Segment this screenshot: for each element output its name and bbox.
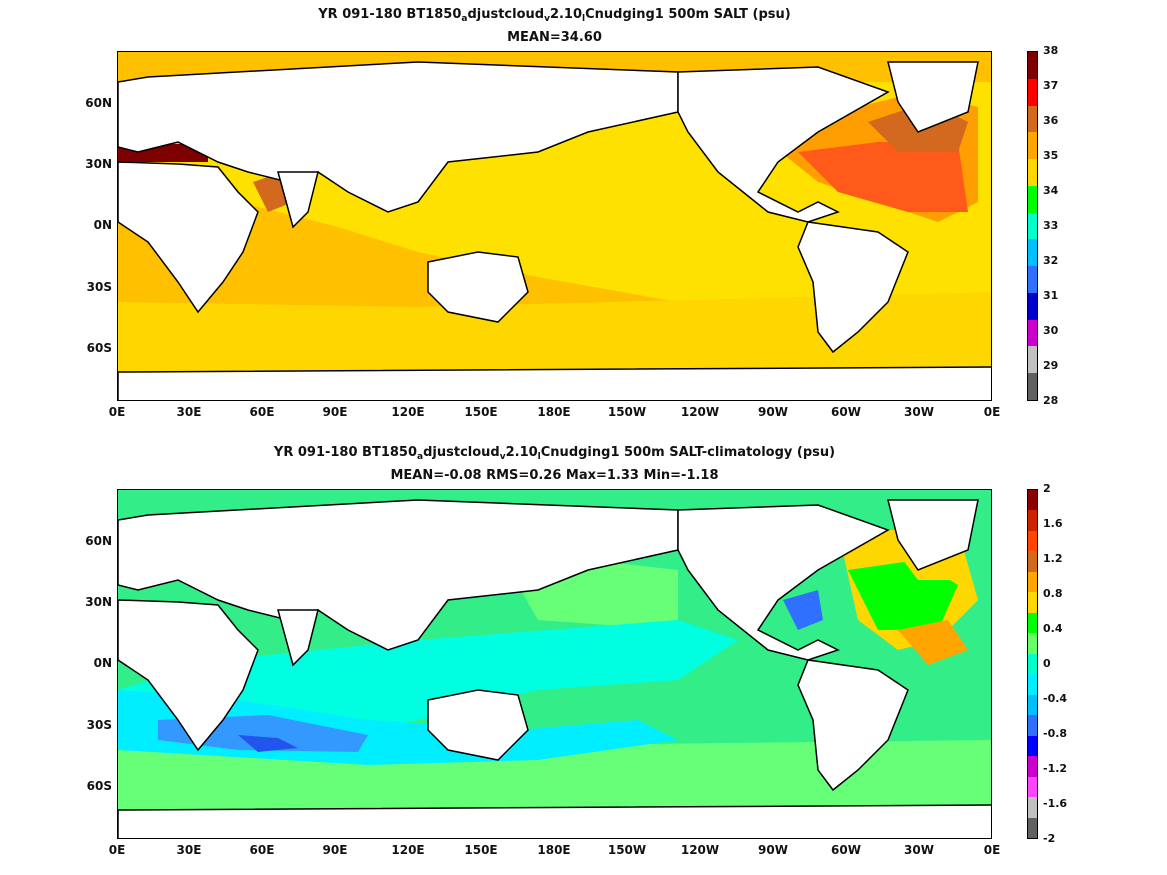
colorbar-segment: [1028, 212, 1037, 240]
lon-label: 180E: [537, 405, 571, 419]
lon-label: 90E: [322, 843, 348, 857]
colorbar-segment: [1028, 266, 1037, 293]
colorbar-segment: [1028, 373, 1037, 400]
colorbar-label: 38: [1043, 44, 1059, 57]
colorbar-segment: [1028, 551, 1037, 572]
colorbar-segment: [1028, 674, 1037, 695]
colorbar-segment: [1028, 78, 1037, 106]
colorbar-salinity: [1027, 51, 1038, 401]
lon-label: 60W: [831, 405, 861, 419]
lon-label: 30E: [176, 843, 202, 857]
colorbar-label: 0: [1043, 657, 1051, 670]
colorbar-segment: [1028, 52, 1037, 79]
lon-label: 30W: [904, 843, 934, 857]
colorbar-label: 0.8: [1043, 587, 1063, 600]
colorbar-segment: [1028, 715, 1037, 736]
lon-label: 90E: [322, 405, 348, 419]
lon-label: 60W: [831, 843, 861, 857]
salinity-map: [117, 51, 992, 401]
lon-label: 150W: [607, 405, 647, 419]
colorbar-segment: [1028, 105, 1037, 133]
lat-label: 30S: [86, 280, 112, 294]
colorbar-segment: [1028, 292, 1037, 320]
colorbar-label: 34: [1043, 184, 1059, 197]
lon-label: 30W: [904, 405, 934, 419]
colorbar-label: 29: [1043, 359, 1059, 372]
lat-label: 0N: [93, 218, 112, 232]
lon-label: 60E: [249, 405, 275, 419]
panel-salinity: YR 091-180 BT1850adjustcloudv2.10lCnudgi…: [0, 0, 1167, 430]
lon-label: 90W: [758, 405, 788, 419]
lon-label: 90W: [758, 843, 788, 857]
lon-label: 120W: [680, 405, 720, 419]
lon-label: 0E: [108, 843, 126, 857]
colorbar-segment: [1028, 817, 1037, 838]
colorbar-label: 28: [1043, 394, 1059, 407]
panel-salinity-anomaly: YR 091-180 BT1850adjustcloudv2.10lCnudgi…: [0, 438, 1167, 875]
lat-label: 60S: [86, 341, 112, 355]
lon-label: 150E: [464, 405, 498, 419]
colorbar-segment: [1028, 185, 1037, 213]
colorbar-label: -0.8: [1043, 727, 1068, 740]
panel2-subtitle: MEAN=-0.08 RMS=0.26 Max=1.33 Min=-1.18: [390, 468, 719, 483]
lon-label: 120W: [680, 843, 720, 857]
colorbar-segment: [1028, 612, 1037, 634]
colorbar-label: 0.4: [1043, 622, 1063, 635]
colorbar-segment: [1028, 571, 1037, 593]
lat-label: 60S: [86, 779, 112, 793]
colorbar-segment: [1028, 653, 1037, 675]
lat-label: 60N: [85, 96, 112, 110]
colorbar-segment: [1028, 490, 1037, 511]
colorbar-label: -2: [1043, 832, 1056, 845]
colorbar-label: -1.2: [1043, 762, 1068, 775]
lon-label: 150W: [607, 843, 647, 857]
colorbar-label: 35: [1043, 149, 1059, 162]
colorbar-segment: [1028, 510, 1037, 531]
lon-label: 150E: [464, 843, 498, 857]
panel2-title: YR 091-180 BT1850adjustcloudv2.10lCnudgi…: [273, 445, 836, 462]
lon-label: 0E: [983, 843, 1001, 857]
colorbar-segment: [1028, 694, 1037, 716]
lon-label: 180E: [537, 843, 571, 857]
panel1-subtitle: MEAN=34.60: [507, 30, 602, 45]
colorbar-segment: [1028, 530, 1037, 552]
colorbar-label: 31: [1043, 289, 1059, 302]
colorbar-segment: [1028, 735, 1037, 757]
colorbar-label: 36: [1043, 114, 1059, 127]
lon-label: 120E: [391, 843, 425, 857]
lon-label: 30E: [176, 405, 202, 419]
lon-label: 0E: [983, 405, 1001, 419]
colorbar-segment: [1028, 797, 1037, 818]
colorbar-label: 30: [1043, 324, 1059, 337]
colorbar-label: 1.6: [1043, 517, 1063, 530]
colorbar-label: 37: [1043, 79, 1059, 92]
lat-label: 60N: [85, 534, 112, 548]
colorbar-segment: [1028, 319, 1037, 347]
colorbar-segment: [1028, 776, 1037, 798]
lat-label: 30N: [85, 157, 112, 171]
lon-label: 60E: [249, 843, 275, 857]
colorbar-anomaly: [1027, 489, 1038, 839]
colorbar-segment: [1028, 756, 1037, 777]
colorbar-segment: [1028, 132, 1037, 160]
panel1-title: YR 091-180 BT1850adjustcloudv2.10lCnudgi…: [318, 7, 791, 24]
lat-label: 30S: [86, 718, 112, 732]
lat-label: 30N: [85, 595, 112, 609]
colorbar-segment: [1028, 633, 1037, 654]
lon-label: 0E: [108, 405, 126, 419]
colorbar-label: -1.6: [1043, 797, 1068, 810]
anomaly-map: [117, 489, 992, 839]
colorbar-segment: [1028, 159, 1037, 186]
colorbar-label: 2: [1043, 482, 1051, 495]
colorbar-label: -0.4: [1043, 692, 1068, 705]
colorbar-label: 32: [1043, 254, 1059, 267]
colorbar-segment: [1028, 346, 1037, 374]
lon-label: 120E: [391, 405, 425, 419]
colorbar-segment: [1028, 239, 1037, 267]
colorbar-label: 33: [1043, 219, 1059, 232]
colorbar-label: 1.2: [1043, 552, 1063, 565]
lat-label: 0N: [93, 656, 112, 670]
colorbar-segment: [1028, 592, 1037, 613]
